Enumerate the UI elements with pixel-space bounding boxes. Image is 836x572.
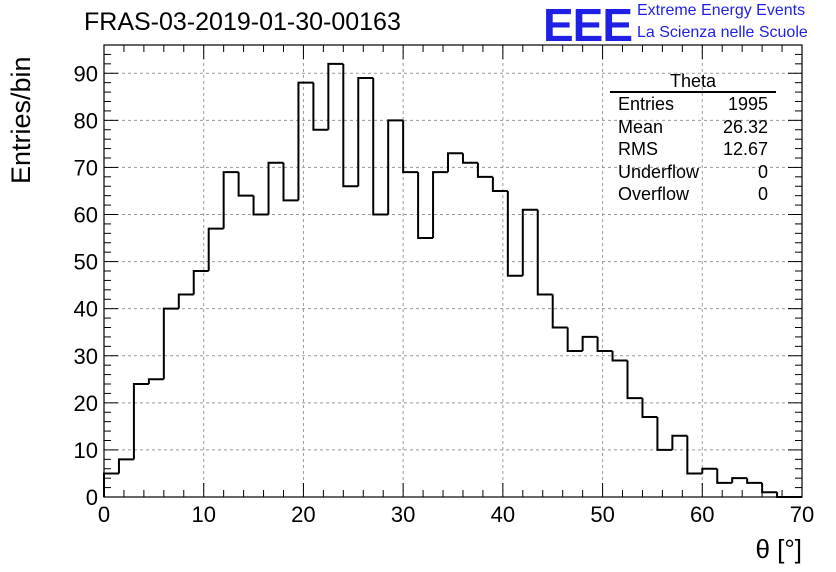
stats-box: Theta Entries 1995 Mean 26.32 RMS 12.67 … [610, 71, 776, 206]
histogram-bin [536, 209, 553, 296]
y-tick-label: 0 [86, 485, 98, 510]
x-tick-label: 40 [491, 502, 515, 527]
histogram-bin [132, 383, 149, 460]
histogram-bin [761, 482, 778, 494]
x-tick-label: 50 [590, 502, 614, 527]
x-tick-label: 60 [690, 502, 714, 527]
histogram-bin [147, 378, 164, 384]
histogram-bin [387, 119, 404, 215]
histogram-bin [117, 458, 134, 474]
histogram-bin [551, 294, 568, 329]
y-tick-label: 90 [74, 61, 98, 86]
x-tick-label: 10 [191, 502, 215, 527]
histogram-bin [491, 176, 508, 192]
stats-value: 0 [757, 184, 768, 204]
stats-label: Mean [618, 116, 664, 137]
histogram-bin [716, 468, 733, 484]
stats-value: 0 [757, 161, 768, 182]
histogram-bin [626, 360, 643, 400]
histogram-bin [267, 161, 284, 215]
stats-title: Theta [610, 71, 776, 93]
y-axis-label: Entries/bin [6, 56, 36, 184]
y-tick-label: 50 [74, 250, 98, 275]
histogram-bin [596, 336, 613, 353]
histogram-bin [252, 195, 269, 216]
histogram-bin [461, 153, 478, 164]
y-tick-label: 70 [74, 155, 98, 180]
histogram-bin [611, 351, 628, 362]
histogram-bin [686, 435, 703, 475]
stats-value: 12.67 [722, 139, 768, 159]
histogram-bin [671, 434, 688, 450]
histogram-bin [447, 152, 463, 173]
histogram-bin [177, 293, 194, 309]
histogram-bin [192, 270, 209, 295]
histogram-bin [327, 62, 344, 130]
histogram-bin [506, 190, 523, 277]
histogram-bin [776, 492, 793, 498]
y-tick-label: 30 [74, 344, 98, 369]
stats-label: Overflow [618, 184, 690, 204]
histogram-bin [746, 478, 763, 484]
y-tick-label: 10 [74, 438, 98, 463]
histogram-bin [641, 398, 658, 418]
x-tick-label: 70 [790, 502, 814, 527]
chart-title: FRAS-03-2019-01-30-00163 [84, 8, 401, 36]
stats-row-mean: Mean 26.32 [610, 116, 776, 139]
histogram-bin [207, 227, 224, 271]
histogram-bin [566, 327, 583, 353]
stats-label: Entries [618, 94, 675, 114]
histogram-bin [237, 172, 254, 197]
histogram-bin [162, 307, 179, 380]
histogram-bin [656, 416, 673, 451]
x-tick-label: 30 [391, 502, 415, 527]
histogram-bin [701, 467, 718, 474]
y-tick-label: 20 [74, 391, 98, 416]
stats-label: Underflow [618, 161, 700, 182]
histogram-bin [731, 477, 748, 483]
histogram-bin [432, 171, 449, 239]
logo-line-2: La Scienza nelle Scuole [637, 24, 808, 41]
histogram-bin [297, 81, 314, 201]
x-tick-label: 20 [291, 502, 315, 527]
histogram-bin [372, 77, 389, 216]
y-tick-label: 40 [74, 297, 98, 322]
stats-value: 26.32 [722, 116, 768, 137]
histogram-bin [476, 162, 493, 178]
eee-logo-mark: EEE [543, 0, 633, 51]
histogram-bin [357, 76, 374, 187]
histogram-bin [222, 171, 239, 229]
stats-row-rms: RMS 12.67 [610, 138, 776, 161]
y-tick-label: 80 [74, 108, 98, 133]
stats-label: RMS [618, 139, 658, 159]
x-axis-label: θ [°] [755, 534, 802, 564]
histogram-bin [312, 82, 329, 131]
histogram-bin [417, 172, 434, 240]
histogram-bin [103, 472, 119, 497]
histogram-bin [402, 120, 419, 174]
x-tick-label: 0 [98, 502, 110, 527]
stats-value: 1995 [727, 94, 768, 114]
histogram-bin [282, 162, 299, 202]
histogram-bin [342, 63, 359, 188]
stats-row-overflow: Overflow 0 [610, 183, 776, 206]
y-tick-label: 60 [74, 203, 98, 228]
stats-row-entries: Entries 1995 [610, 93, 776, 116]
logo-line-1: Extreme Energy Events [637, 2, 806, 19]
stats-row-underflow: Underflow 0 [610, 161, 776, 184]
histogram-bin [581, 335, 598, 352]
histogram-bin [521, 208, 538, 276]
